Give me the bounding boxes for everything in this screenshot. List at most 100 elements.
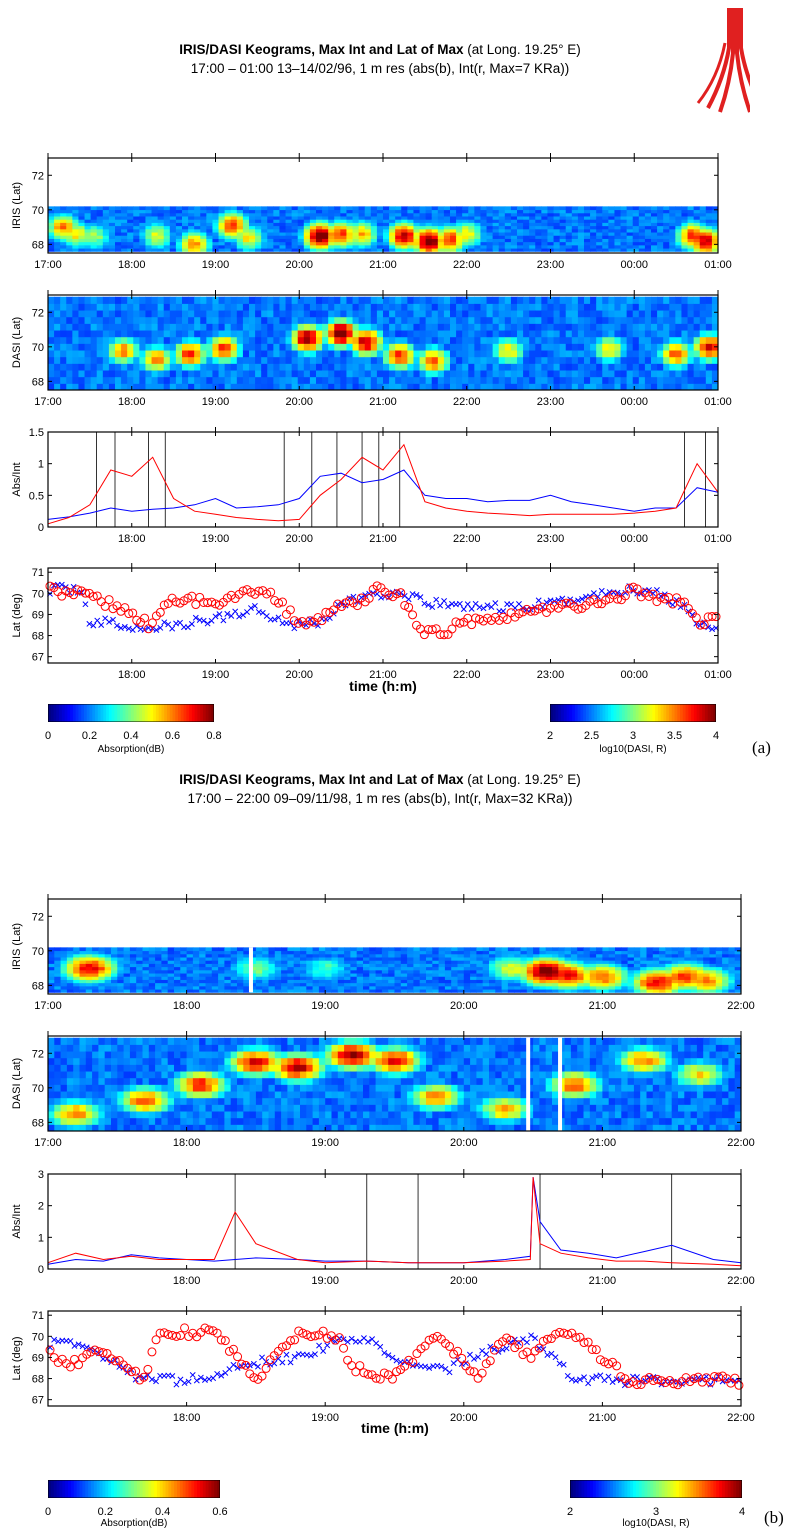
a-iris-keogram-cell (358, 244, 366, 249)
a-iris-keogram-xtick-label: 22:00 (453, 259, 481, 271)
a-iris-keogram-cell (352, 228, 360, 233)
a-dasi-keogram-cell (90, 343, 98, 351)
a-iris-keogram-cell (462, 241, 469, 246)
a-dasi-keogram-cell (596, 296, 603, 304)
a-iris-keogram-cell (383, 235, 390, 239)
b-iris-keogram-cell (426, 973, 433, 977)
a-iris-keogram-cell (651, 244, 658, 249)
a-dasi-keogram-cell (145, 370, 153, 378)
b-iris-keogram-cell (583, 985, 591, 990)
b-iris-keogram-cell (577, 985, 584, 990)
a-iris-keogram-cell (456, 248, 463, 252)
a-dasi-keogram-cell (102, 363, 110, 371)
a-dasi-keogram-cell (571, 303, 579, 311)
a-dasi-keogram-cell (468, 370, 475, 378)
a-iris-keogram-cell (401, 212, 408, 217)
a-iris-keogram-cell (523, 212, 530, 217)
a-iris-keogram-cell (273, 244, 280, 249)
a-dasi-keogram-cell (309, 370, 317, 378)
a-dasi-keogram-cell (169, 350, 177, 358)
b-iris-keogram-cell (117, 953, 125, 958)
a-iris-keogram-cell (711, 232, 719, 236)
a-iris-keogram-cell (510, 222, 518, 227)
b-iris-keogram-cell (192, 950, 200, 955)
a-dasi-keogram-cell (139, 316, 146, 324)
a-dasi-keogram-cell (498, 303, 506, 311)
a-dasi-keogram-cell (127, 296, 134, 304)
a-dasi-keogram-cell (297, 310, 305, 318)
a-iris-keogram-cell (529, 225, 536, 230)
a-iris-keogram-cell (577, 215, 585, 220)
a-iris-keogram-cell (577, 222, 585, 227)
a-iris-keogram-cell (102, 244, 110, 249)
b-iris-keogram-cell (426, 989, 433, 993)
a-iris-keogram-cell (657, 219, 664, 223)
b-iris-keogram-cell (476, 989, 484, 993)
a-dasi-keogram-cell (443, 383, 451, 391)
a-dasi-keogram-cell (431, 383, 439, 391)
colorbar-cell (707, 704, 711, 722)
b-iris-keogram-cell (495, 979, 503, 984)
b-iris-keogram-cell (79, 956, 87, 961)
a-dasi-keogram-cell (285, 343, 293, 351)
a-iris-keogram-cell (523, 219, 530, 223)
a-iris-keogram-cell (395, 244, 402, 249)
b-iris-keogram-cell (369, 963, 377, 968)
a-iris-keogram-cell (188, 212, 195, 217)
b-iris-keogram-cell (161, 989, 169, 993)
a-dasi-keogram-cell (175, 370, 183, 378)
a-dasi-keogram-cell (157, 376, 165, 384)
a-dasi-keogram-cell (571, 323, 579, 331)
a-dasi-keogram-cell (316, 330, 323, 338)
a-dasi-keogram-cell (255, 316, 262, 324)
b-iris-keogram-cell (451, 956, 458, 961)
b-iris-keogram-cell (344, 982, 351, 987)
a-iris-keogram-cell (108, 232, 116, 236)
b-iris-keogram-cell (596, 985, 603, 990)
a-iris-keogram-cell (48, 215, 55, 220)
b-iris-keogram-cell (331, 956, 339, 961)
a-iris-keogram-cell (699, 222, 707, 227)
a-iris-keogram-cell (632, 209, 640, 214)
b-iris-keogram-cell (79, 979, 87, 984)
a-iris-keogram-cell (419, 248, 427, 252)
a-iris-keogram-cell (614, 241, 622, 246)
b-iris-keogram-cell (243, 947, 251, 952)
a-dasi-keogram-cell (303, 323, 311, 331)
b-iris-keogram-cell (192, 969, 200, 974)
a-iris-keogram-cell (456, 241, 463, 246)
a-dasi-keogram-cell (626, 303, 634, 311)
a-iris-keogram-cell (200, 244, 207, 249)
a-dasi-keogram-cell (169, 370, 177, 378)
a-lat-max-intensity-point (419, 630, 429, 640)
a-lat-max-ytick-label: 71 (32, 567, 44, 579)
b-iris-keogram-cell (66, 960, 74, 964)
b-iris-keogram-cell (98, 973, 106, 977)
a-iris-keogram-cell (303, 244, 311, 249)
b-iris-keogram-cell (489, 979, 496, 984)
a-iris-keogram-cell (571, 225, 579, 230)
a-iris-keogram-cell (644, 244, 652, 249)
a-dasi-keogram-cell (267, 323, 274, 331)
a-dasi-keogram-cell (236, 376, 244, 384)
a-iris-keogram-cell (492, 238, 500, 243)
b-iris-keogram-cell (318, 973, 326, 977)
a-iris-keogram-cell (194, 244, 201, 249)
colorbar-cell (666, 704, 670, 722)
b-iris-keogram-cell (281, 976, 288, 980)
colorbar-cell (72, 704, 77, 722)
a-dasi-keogram-cell (115, 356, 122, 364)
b-iris-keogram-cell (570, 950, 578, 955)
a-lat-max-xtick-label: 00:00 (620, 669, 648, 681)
b-iris-keogram-cell (92, 989, 99, 993)
b-iris-keogram-cell (482, 973, 490, 977)
a-dasi-keogram-cell (535, 356, 542, 364)
b-iris-keogram-cell (520, 989, 528, 993)
b-iris-keogram-cell (155, 963, 162, 968)
a-iris-keogram-cell (157, 209, 165, 214)
a-iris-keogram-cell (249, 219, 256, 223)
b-iris-keogram-cell (501, 950, 509, 955)
a-iris-keogram-cell (175, 212, 183, 217)
a-iris-keogram-cell (638, 241, 646, 246)
b-iris-keogram-cell (589, 979, 597, 984)
